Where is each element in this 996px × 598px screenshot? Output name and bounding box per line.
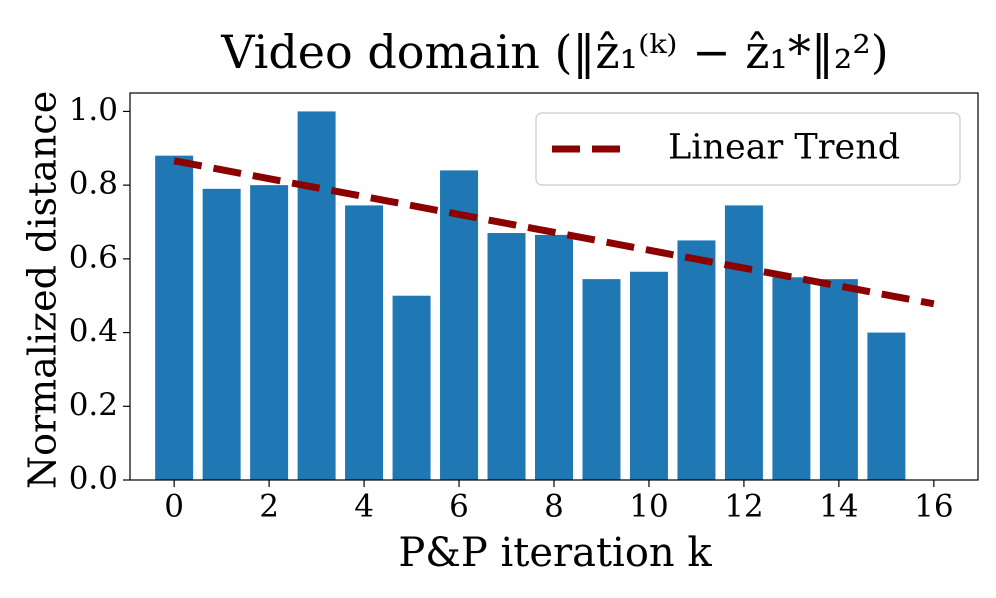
x-tick-label: 10 — [629, 489, 668, 525]
bar — [629, 271, 668, 480]
bar — [155, 155, 194, 480]
bar — [582, 279, 621, 480]
bar — [392, 295, 431, 480]
y-tick-label: 0.8 — [69, 166, 118, 202]
x-tick-label: 12 — [724, 489, 763, 525]
bar — [487, 233, 526, 480]
x-tick-label: 2 — [259, 489, 279, 525]
bar — [250, 185, 289, 480]
x-tick-label: 0 — [164, 489, 184, 525]
trend-line — [173, 157, 935, 308]
bar — [297, 111, 336, 480]
x-axis-label: P&P iteration k — [398, 530, 712, 576]
bar — [724, 205, 763, 480]
bar — [202, 188, 241, 481]
x-tick-label: 8 — [544, 489, 564, 525]
x-tick-label: 14 — [819, 489, 858, 525]
x-tick-label: 16 — [914, 489, 953, 525]
bar — [440, 170, 479, 480]
bar — [867, 332, 906, 480]
bar — [819, 279, 858, 480]
bar — [677, 240, 716, 480]
y-axis-label: Normalized distance — [21, 91, 65, 489]
bar — [535, 234, 573, 480]
y-tick-label: 1.0 — [69, 92, 118, 128]
bar — [772, 277, 811, 480]
y-tick-label: 0.4 — [69, 313, 118, 349]
y-tick-label: 0.0 — [69, 461, 118, 497]
bar — [345, 205, 384, 480]
legend-label: Linear Trend — [668, 128, 900, 168]
x-tick-label: 6 — [449, 489, 469, 525]
chart-title: Video domain (‖ẑ₁⁽ᵏ⁾ − ẑ₁*‖₂²) — [220, 25, 889, 79]
y-tick-label: 0.2 — [69, 387, 118, 423]
y-tick-label: 0.6 — [69, 239, 118, 275]
x-tick-label: 4 — [354, 489, 374, 525]
legend-box — [535, 112, 961, 186]
